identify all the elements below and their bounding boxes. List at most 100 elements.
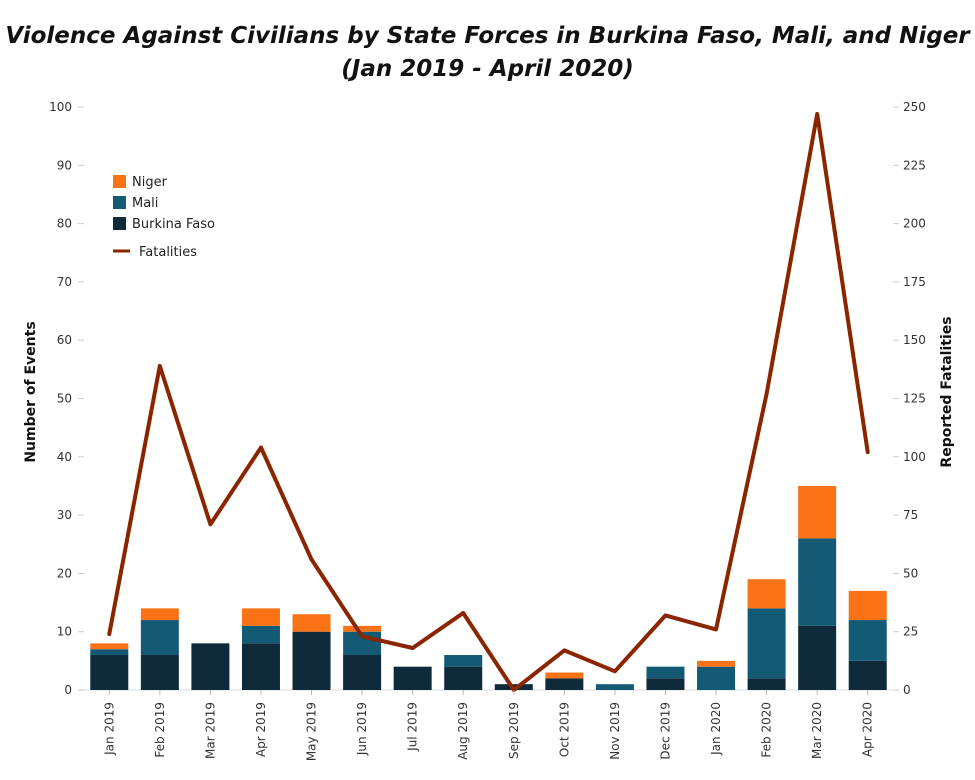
bar-mali (697, 666, 736, 690)
x-tick-label: Feb 2020 (760, 702, 774, 758)
x-tick-label: May 2019 (305, 702, 319, 761)
x-tick-label: Jul 2019 (406, 702, 420, 752)
fatalities-point (461, 611, 465, 615)
y2-tick-label: 175 (903, 275, 926, 289)
fatalities-point (360, 634, 364, 638)
y2-tick-label: 0 (903, 683, 911, 697)
bar-mali (747, 608, 786, 679)
legend: Niger Mali Burkina Faso Fatalities (113, 175, 215, 260)
bars (90, 485, 887, 690)
x-tick-label: Nov 2019 (608, 702, 622, 760)
bar-mali (90, 649, 129, 656)
x-tick-label: Oct 2019 (557, 702, 571, 757)
x-tick-label: Jun 2019 (355, 702, 369, 756)
y-tick-label: 100 (49, 100, 72, 114)
y2-tick-label: 200 (903, 217, 926, 231)
bar-niger (747, 579, 786, 609)
fatalities-point (158, 364, 162, 368)
bar-burkina-faso (140, 655, 179, 690)
bar-niger (292, 614, 331, 632)
bar-mali (140, 620, 179, 656)
y-tick-label: 0 (64, 683, 72, 697)
y-axis-title: Number of Events (23, 321, 39, 462)
y2-tick-label: 225 (903, 158, 926, 172)
legend-swatch-niger (113, 175, 126, 188)
fatalities-point (310, 557, 314, 561)
x-tick-label: Dec 2019 (658, 702, 672, 760)
bar-niger (697, 660, 736, 667)
y2-tick-label: 50 (903, 566, 918, 580)
bar-mali (848, 620, 887, 661)
fatalities-point (562, 648, 566, 652)
fatalities-point (208, 522, 212, 526)
legend-label: Fatalities (139, 245, 197, 260)
chart-subtitle: (Jan 2019 - April 2020) (341, 56, 634, 82)
bar-niger (241, 608, 280, 626)
bar-burkina-faso (798, 625, 837, 690)
x-tick-label: Mar 2020 (810, 702, 824, 759)
y-tick-label: 80 (57, 217, 72, 231)
y-tick-label: 90 (57, 158, 72, 172)
bar-burkina-faso (292, 631, 331, 690)
x-tick-label: Sep 2019 (507, 702, 521, 759)
bar-niger (90, 643, 129, 650)
y-tick-label: 70 (57, 275, 72, 289)
bar-burkina-faso (444, 666, 483, 690)
fatalities-point (107, 632, 111, 636)
bar-niger (798, 485, 837, 539)
bar-burkina-faso (646, 678, 685, 690)
x-tick-label: Jan 2020 (709, 702, 723, 756)
fatalities-point (765, 392, 769, 396)
bar-burkina-faso (343, 655, 382, 690)
y-tick-label: 10 (57, 625, 72, 639)
bar-mali (798, 538, 837, 626)
y-tick-label: 50 (57, 392, 72, 406)
fatalities-point (714, 627, 718, 631)
legend-swatch-mali (113, 196, 126, 209)
bar-mali (241, 625, 280, 644)
legend-swatch-burkina-faso (113, 217, 126, 230)
bar-niger (343, 625, 382, 632)
x-tick-label: Apr 2019 (254, 702, 268, 757)
bar-burkina-faso (90, 655, 129, 690)
fatalities-point (259, 445, 263, 449)
fatalities-point (613, 669, 617, 673)
bar-mali (646, 666, 685, 679)
y-tick-label: 30 (57, 508, 72, 522)
bar-mali (444, 655, 483, 667)
bar-niger (848, 590, 887, 621)
bar-burkina-faso (848, 660, 887, 690)
y2-tick-label: 75 (903, 508, 918, 522)
bar-burkina-faso (545, 678, 584, 690)
bar-burkina-faso (747, 678, 786, 690)
legend-label: Niger (132, 175, 168, 190)
bar-mali (595, 684, 634, 690)
y2-axis-title: Reported Fatalities (939, 316, 955, 467)
y2-tick-label: 25 (903, 625, 918, 639)
chart-title: Violence Against Civilians by State Forc… (0, 20, 975, 86)
y-tick-label: 20 (57, 566, 72, 580)
y-tick-label: 60 (57, 333, 72, 347)
axes: 0 10 20 30 40 50 60 70 80 90 100 0 25 50 75 100 125 150 17… (49, 100, 926, 697)
x-tick-labels: Jan 2019 Feb 2019 Mar 2019 Apr 2019 May 2019… (102, 690, 875, 761)
y2-tick-label: 150 (903, 333, 926, 347)
bar-burkina-faso (191, 643, 230, 690)
x-tick-label: Jan 2019 (102, 702, 116, 756)
y2-tick-label: 250 (903, 100, 926, 114)
y2-tick-label: 125 (903, 392, 926, 406)
fatalities-point (411, 646, 415, 650)
x-tick-label: Apr 2020 (861, 702, 875, 757)
fatalities-point (815, 112, 819, 116)
x-tick-label: Mar 2019 (203, 702, 217, 759)
x-tick-label: Feb 2019 (153, 702, 167, 758)
bar-burkina-faso (241, 643, 280, 690)
legend-label: Mali (132, 196, 158, 211)
bar-niger (545, 672, 584, 679)
fatalities-point (663, 613, 667, 617)
bar-burkina-faso (393, 666, 432, 690)
chart-title-line1: Violence Against Civilians by State Forc… (5, 23, 970, 49)
bar-niger (140, 608, 179, 621)
y-tick-label: 40 (57, 450, 72, 464)
legend-label: Burkina Faso (132, 217, 215, 232)
